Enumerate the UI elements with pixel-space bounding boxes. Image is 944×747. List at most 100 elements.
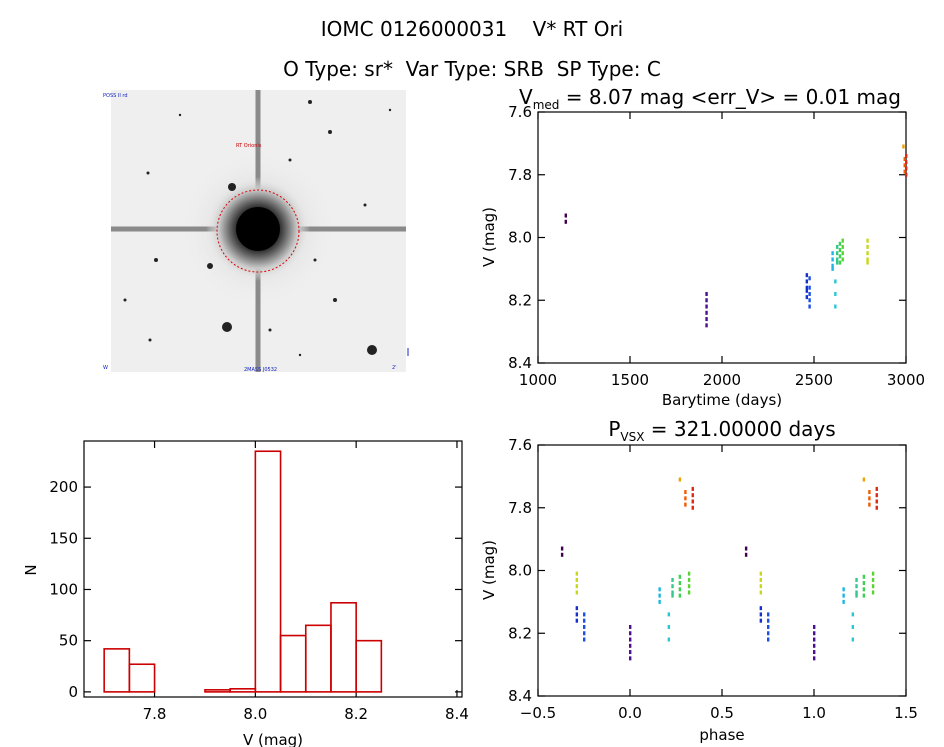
phased-data-point (691, 486, 694, 491)
phased-data-point (583, 631, 586, 636)
phased-data-point (687, 584, 691, 589)
lightcurve-data-point (805, 295, 809, 300)
lightcurve-data-point (808, 291, 811, 296)
phased-data-point (871, 571, 875, 576)
phased-data-point (813, 631, 816, 636)
lightcurve-data-point (866, 244, 869, 249)
lightcurve-ytick-label: 8.0 (508, 229, 532, 247)
phased-data-point (684, 496, 687, 501)
phased-data-point (759, 612, 763, 617)
phased-ytick-label: 8.2 (508, 624, 532, 642)
lightcurve-data-point (808, 304, 811, 309)
histogram-ytick-label: 50 (59, 632, 78, 650)
phased-data-point (687, 590, 691, 595)
phased-data-point (691, 499, 694, 504)
phased-data-point (658, 593, 661, 598)
phased-data-point (767, 612, 770, 617)
field-stars (123, 100, 392, 357)
phased-data-point (855, 584, 858, 589)
phased-data-point (575, 590, 579, 595)
phased-data-point (851, 612, 855, 617)
phased-data-point (629, 637, 632, 642)
lightcurve-data-point (705, 298, 708, 303)
phased-data-point (667, 637, 671, 642)
phased-data-point (667, 624, 671, 629)
phased-data-point (691, 505, 694, 510)
lightcurve-data-point (866, 251, 869, 256)
phased-ylabel: V (mag) (480, 540, 498, 600)
phased-xtick-label: 1.5 (894, 704, 918, 722)
phased-xtick-label: 0.5 (710, 704, 734, 722)
phased-data-point (667, 612, 671, 617)
lightcurve-data-point (705, 317, 708, 322)
lightcurve-data-point (836, 257, 839, 262)
lightcurve-data-point (705, 304, 708, 309)
finder-label-west: W (103, 365, 108, 371)
finder-label-marker: RT Orionis (236, 143, 262, 149)
lightcurve-data-point (841, 257, 844, 262)
phased-data-point (851, 637, 855, 642)
lightcurve-xtick-label: 1000 (519, 371, 557, 389)
histogram-axes-frame (83, 440, 463, 698)
lightcurve-data-point (866, 257, 869, 262)
histogram-ytick-label: 100 (49, 580, 78, 598)
phased-data-point (868, 502, 871, 507)
phased-data-point (583, 637, 586, 642)
histogram-xtick-label: 7.8 (143, 705, 167, 723)
phased-data-point (560, 546, 564, 551)
phased-data-point (560, 552, 564, 557)
lightcurve-data-point (805, 279, 809, 284)
phased-data-point (629, 650, 632, 655)
phased-data-point (744, 546, 748, 551)
phased-data-point (575, 571, 579, 576)
lightcurve-data-point (905, 153, 908, 158)
finder-chart: POSS II rd RT Orionis 2MASS J0532 W 2' (103, 90, 409, 373)
phased-data-point (842, 587, 845, 592)
lightcurve-ticks: 1000 1500 2000 2500 3000 7.6 7.8 8.0 8.2 8.4 (508, 103, 925, 389)
lightcurve-data-point (808, 298, 811, 303)
phased-data-point (575, 606, 579, 611)
phased-data-point (813, 643, 816, 648)
phased-data-point (759, 606, 763, 611)
phased-data-point (658, 599, 661, 604)
histogram-bar (128, 663, 156, 693)
phased-data-point (871, 577, 875, 582)
phased-xtick-label: 1.0 (802, 704, 826, 722)
phased-data-point (875, 493, 878, 498)
phased-data-point (813, 650, 816, 655)
lightcurve-data-point (841, 251, 844, 256)
lightcurve-points (564, 144, 908, 328)
histogram-ticks: 7.8 8.0 8.2 8.4 0 50 100 150 200 (49, 441, 469, 723)
phased-data-point (851, 624, 855, 629)
phased-data-point (875, 505, 878, 510)
phased-data-point (813, 637, 816, 642)
phased-data-point (678, 593, 682, 598)
lightcurve-data-point (805, 288, 809, 293)
phased-data-point (671, 590, 674, 595)
phased-xlabel: phase (699, 726, 744, 744)
phased-panel: PVSX = 321.00000 days −0.5 0.0 0.5 1.0 1.5 7.… (480, 417, 918, 744)
phased-data-point (678, 581, 682, 586)
lightcurve-data-point (834, 304, 837, 309)
phased-data-point (583, 624, 586, 629)
phased-data-point (759, 618, 763, 623)
phased-data-point (871, 584, 875, 589)
lightcurve-title: Vmed = 8.07 mag <err_V> = 0.01 mag (519, 85, 901, 112)
phased-data-point (813, 624, 816, 629)
lightcurve-data-point (831, 263, 834, 268)
lightcurve-data-point (838, 254, 842, 259)
lightcurve-data-point (841, 238, 844, 243)
phased-data-point (583, 612, 586, 617)
phased-data-point (759, 577, 763, 582)
finder-label-scale: 2' (392, 365, 397, 371)
finder-label-survey: POSS II rd (103, 93, 128, 99)
phased-xtick-label: 0.0 (618, 704, 642, 722)
lightcurve-data-point (903, 169, 906, 174)
phased-data-point (658, 587, 661, 592)
phased-data-point (868, 496, 871, 501)
lightcurve-data-point (838, 241, 842, 246)
histogram-ytick-label: 0 (68, 683, 78, 701)
lightcurve-data-point (905, 160, 908, 165)
histogram-xtick-label: 8.2 (344, 705, 368, 723)
